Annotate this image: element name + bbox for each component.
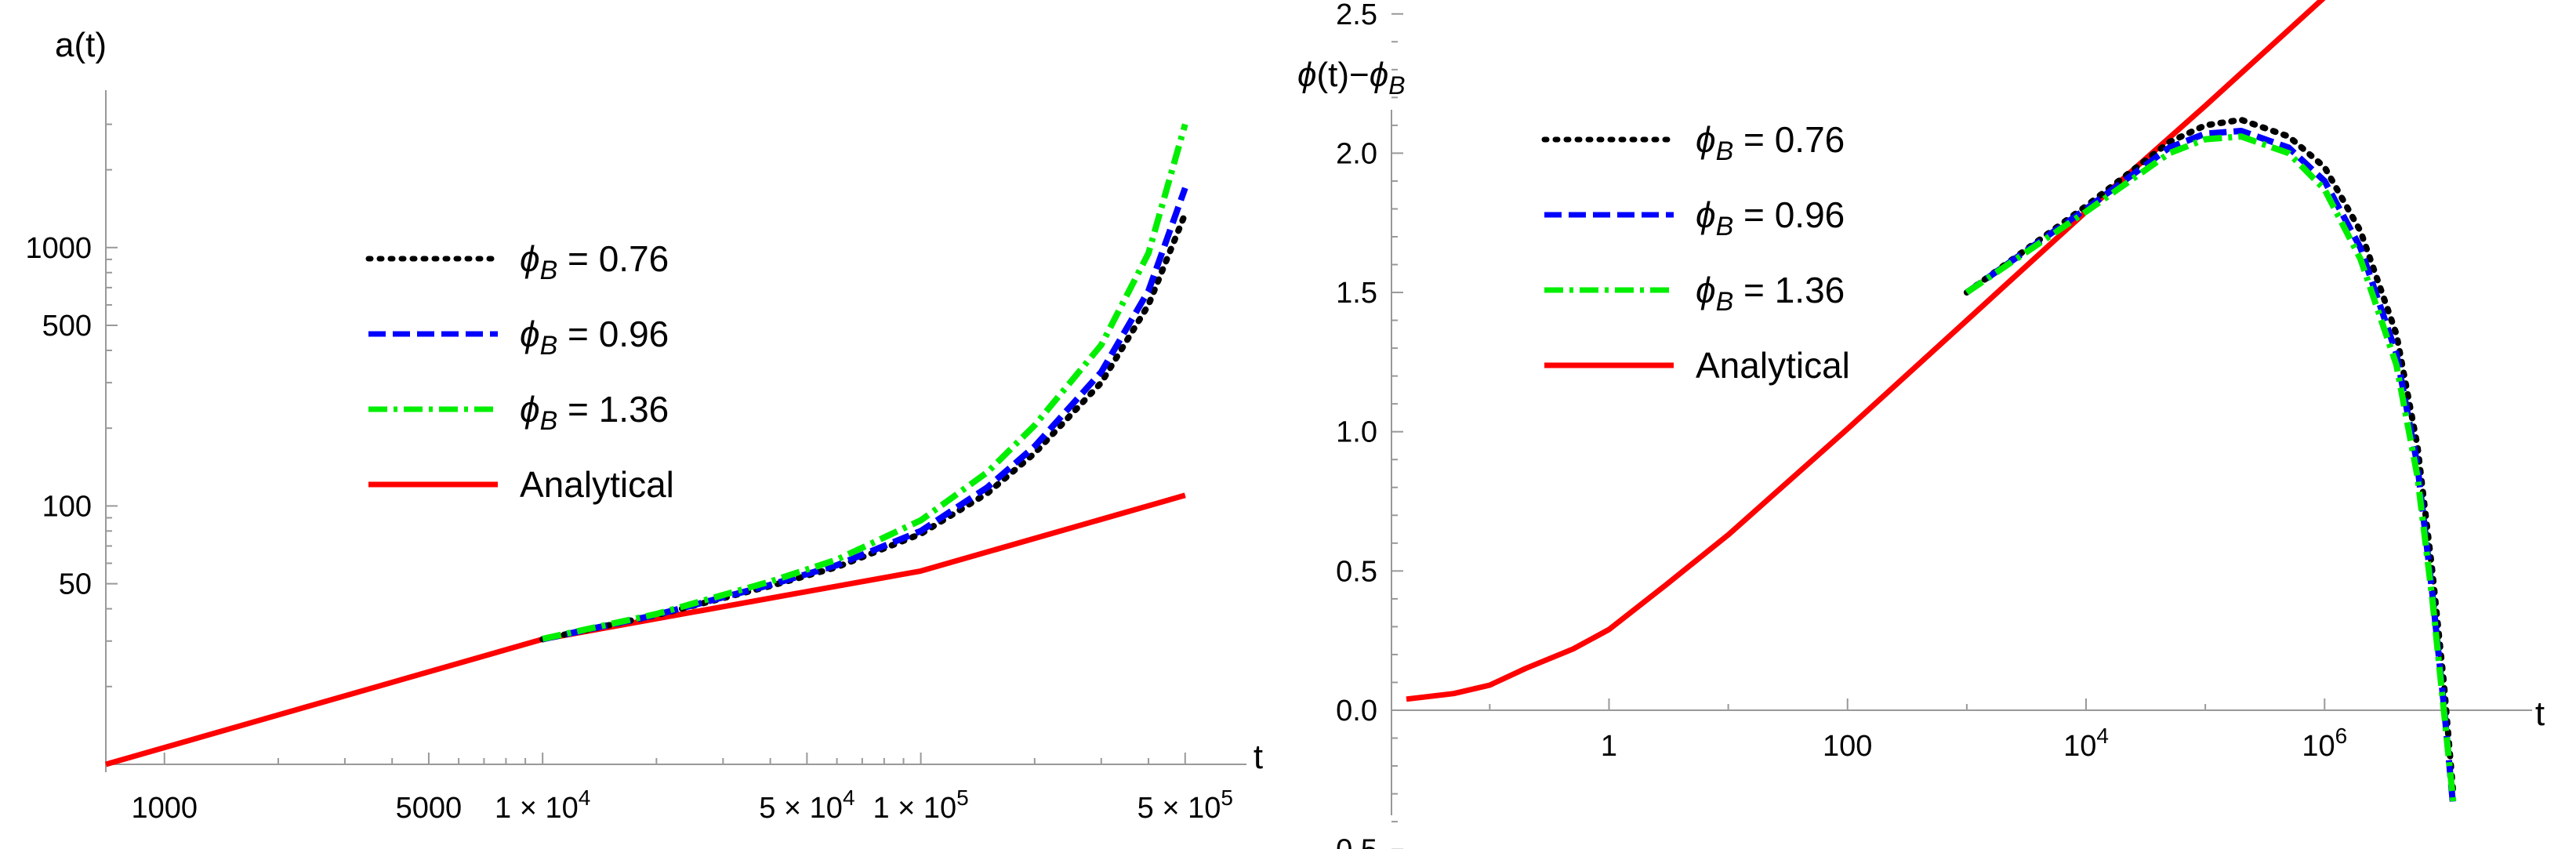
right-panel-phi-minus-phiB: -0.50.00.51.01.52.02.53.01100104106ϕ(t)−… [1297, 0, 2545, 849]
legend-label-3: Analytical [1696, 345, 1850, 386]
series-line-0 [1963, 116, 2457, 797]
y-axis-label: ϕ(t)−ϕB [1297, 56, 1406, 100]
x-tick-label: 104 [2063, 724, 2109, 763]
y-tick-label: 1000 [25, 232, 92, 265]
y-tick-label: 50 [59, 568, 92, 601]
x-tick-label: 1 [1601, 730, 1617, 763]
left-panel-a-of-t: 50 100 500 1000 1000 5000 1 × 104 5 × 104 1 × 10… [25, 26, 1263, 825]
y-tick-label: 1.0 [1336, 416, 1377, 449]
series-line-3 [105, 492, 1186, 767]
y-tick-label: 2.0 [1336, 137, 1377, 170]
y-tick-label: 2.5 [1336, 0, 1377, 31]
legend-label-0: ϕB = 0.76 [520, 238, 669, 285]
series-line-1 [1965, 128, 2457, 808]
x-axis-label: t [2535, 695, 2545, 733]
x-tick-label: 106 [2302, 724, 2347, 763]
legend-label-1: ϕB = 0.96 [1696, 194, 1845, 241]
x-tick-label: 1 × 104 [495, 786, 590, 825]
x-tick-label: 1 × 105 [873, 786, 968, 825]
x-tick-label: 5000 [396, 792, 463, 825]
x-tick-label: 100 [1823, 730, 1872, 763]
y-tick-label: 1.5 [1336, 277, 1377, 310]
y-axis-label: a(t) [55, 26, 107, 64]
legend-label-3: Analytical [520, 464, 674, 505]
series-line-3 [1406, 0, 2326, 702]
x-tick-label: 1000 [131, 792, 198, 825]
series-line-2 [542, 123, 1188, 642]
series-line-1 [542, 187, 1188, 643]
legend-label-1: ϕB = 0.96 [520, 314, 669, 361]
legend-label-2: ϕB = 1.36 [520, 389, 669, 436]
x-axis-label: t [1254, 738, 1263, 776]
series-line-2 [1965, 133, 2457, 803]
y-tick-label: 0.5 [1336, 555, 1377, 588]
legend-label-2: ϕB = 1.36 [1696, 270, 1845, 317]
x-tick-label: 5 × 105 [1137, 786, 1233, 825]
y-tick-label: -0.5 [1326, 834, 1377, 849]
x-tick-label: 5 × 104 [759, 786, 854, 825]
legend-label-0: ϕB = 0.76 [1696, 119, 1845, 166]
y-tick-label: 0.0 [1336, 695, 1377, 727]
y-tick-label: 500 [42, 310, 92, 343]
y-tick-label: 100 [42, 490, 92, 523]
